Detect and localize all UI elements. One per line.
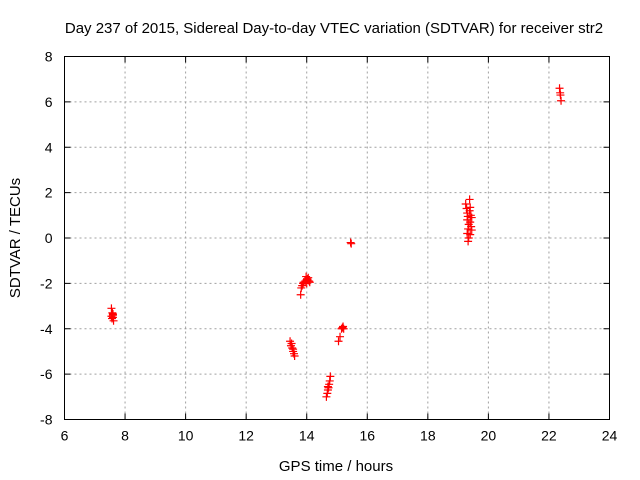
grid <box>64 56 610 420</box>
data-point <box>346 238 355 247</box>
data-point <box>302 279 311 288</box>
x-tick-label: 14 <box>299 428 315 444</box>
y-tick-label: -4 <box>40 321 53 337</box>
data-point <box>347 239 356 248</box>
x-tick-label: 8 <box>121 428 129 444</box>
data-point <box>325 376 334 385</box>
y-tick-label: -6 <box>40 366 53 382</box>
data-point <box>107 304 116 313</box>
x-tick-label: 10 <box>178 428 194 444</box>
plot-frame <box>64 56 610 420</box>
data-point <box>303 275 312 284</box>
data-point <box>302 272 311 281</box>
x-tick-label: 16 <box>359 428 375 444</box>
y-tick-label: -2 <box>40 275 53 291</box>
x-tick-label: 12 <box>238 428 254 444</box>
data-point <box>339 324 348 333</box>
x-axis-label: GPS time / hours <box>279 458 393 475</box>
data-point <box>467 222 476 231</box>
data-point <box>323 389 332 398</box>
chart-title: Day 237 of 2015, Sidereal Day-to-day VTE… <box>65 20 603 37</box>
data-point <box>466 203 475 212</box>
data-point <box>288 344 297 353</box>
data-point <box>296 290 305 299</box>
data-point <box>338 323 347 332</box>
data-point <box>323 382 332 391</box>
data-point <box>108 311 117 320</box>
x-tick-label: 22 <box>541 428 557 444</box>
x-tick-label: 20 <box>481 428 497 444</box>
data-point <box>467 213 476 222</box>
y-tick-label: 0 <box>45 230 53 246</box>
data-point <box>324 383 333 392</box>
data-point <box>464 237 473 246</box>
data-point <box>465 195 474 204</box>
data-point <box>556 91 565 100</box>
y-tick-label: -8 <box>40 412 53 428</box>
data-point <box>461 199 470 208</box>
data-point <box>334 337 343 346</box>
y-tick-label: 8 <box>45 49 53 65</box>
data-point <box>465 206 474 215</box>
data-point <box>555 84 564 93</box>
x-tick-label: 6 <box>61 428 69 444</box>
data-point <box>466 230 475 239</box>
x-tick-label: 24 <box>602 428 618 444</box>
x-tick-label: 18 <box>420 428 436 444</box>
y-tick-label: 2 <box>45 185 53 201</box>
y-axis-label: SDTVAR / TECUs <box>7 178 24 298</box>
y-tick-label: 6 <box>45 94 53 110</box>
data-point <box>466 218 475 227</box>
data-point <box>326 372 335 381</box>
data-point <box>557 96 566 105</box>
data-point <box>336 332 345 341</box>
data-point <box>467 226 476 235</box>
data-point <box>109 316 118 325</box>
data-point <box>322 392 331 401</box>
data-point <box>290 351 299 360</box>
data-points <box>107 84 566 401</box>
y-tick-label: 4 <box>45 139 53 155</box>
data-point <box>464 234 473 242</box>
